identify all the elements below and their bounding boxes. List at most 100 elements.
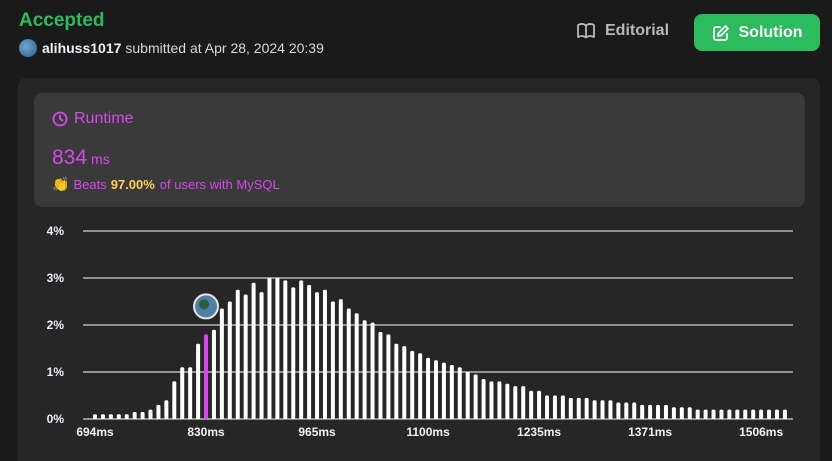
histogram-bar[interactable] (410, 350, 415, 419)
histogram-bar[interactable] (346, 308, 351, 419)
histogram-bar[interactable] (418, 353, 423, 419)
histogram-bar[interactable] (402, 346, 407, 419)
histogram-bar[interactable] (473, 374, 478, 419)
histogram-bar[interactable] (679, 407, 684, 419)
histogram-bar[interactable] (465, 372, 470, 419)
histogram-bar[interactable] (568, 397, 573, 419)
histogram-bar[interactable] (299, 280, 304, 419)
histogram-bar[interactable] (211, 329, 216, 419)
beats-suffix: of users with MySQL (159, 177, 280, 192)
histogram-bar[interactable] (441, 362, 446, 419)
histogram-bar[interactable] (386, 334, 391, 419)
histogram-bar[interactable] (354, 313, 359, 419)
histogram-bar[interactable] (521, 386, 526, 419)
histogram-bar[interactable] (132, 411, 137, 419)
histogram-bar[interactable] (140, 411, 145, 419)
histogram-bar[interactable] (695, 409, 700, 419)
histogram-bar[interactable] (656, 404, 661, 419)
runtime-distribution-chart[interactable]: 0% 1% 2% 3% 4% 694ms 830ms 965ms 1100ms 1235ms 137… (0, 215, 832, 461)
histogram-bar[interactable] (196, 343, 201, 419)
histogram-bar[interactable] (378, 332, 383, 419)
histogram-bar[interactable] (782, 409, 787, 419)
histogram-bar[interactable] (584, 397, 589, 419)
editorial-button[interactable]: Editorial (576, 22, 669, 40)
histogram-bar[interactable] (116, 414, 121, 419)
histogram-bar[interactable] (164, 400, 169, 419)
histogram-bar[interactable] (600, 400, 605, 419)
histogram-bar[interactable] (735, 409, 740, 419)
histogram-bar[interactable] (489, 381, 494, 419)
histogram-bar[interactable] (227, 301, 232, 420)
histogram-bar[interactable] (624, 402, 629, 419)
histogram-bar[interactable] (671, 407, 676, 419)
histogram-bar[interactable] (251, 282, 256, 419)
histogram-bar[interactable] (330, 301, 335, 420)
histogram-bar[interactable] (322, 289, 327, 419)
histogram-bar[interactable] (243, 294, 248, 419)
histogram-bar[interactable] (291, 287, 296, 419)
solution-label: Solution (738, 23, 803, 41)
histogram-bar[interactable] (370, 322, 375, 419)
avatar[interactable] (19, 39, 37, 57)
histogram-bar[interactable] (394, 343, 399, 419)
histogram-bar[interactable] (608, 400, 613, 419)
histogram-bar[interactable] (719, 409, 724, 419)
histogram-bar[interactable] (457, 367, 462, 419)
histogram-bar[interactable] (433, 360, 438, 419)
username-link[interactable]: alihuss1017 (42, 40, 122, 56)
histogram-bar[interactable] (560, 395, 565, 420)
solution-button[interactable]: Solution (694, 14, 820, 51)
histogram-bar[interactable] (283, 280, 288, 419)
histogram-bar[interactable] (156, 404, 161, 419)
histogram-bar[interactable] (703, 409, 708, 419)
histogram-bar[interactable] (552, 395, 557, 420)
histogram-bar[interactable] (767, 409, 772, 419)
histogram-bar[interactable] (481, 379, 486, 419)
histogram-bar[interactable] (188, 367, 193, 419)
histogram-bar[interactable] (616, 402, 621, 419)
histogram-bar[interactable] (235, 289, 240, 419)
histogram-bar[interactable] (338, 299, 343, 419)
histogram-bar[interactable] (148, 409, 153, 419)
histogram-bar[interactable] (711, 409, 716, 419)
histogram-bar[interactable] (449, 364, 454, 419)
histogram-bar[interactable] (100, 414, 105, 419)
histogram-bar[interactable] (497, 381, 502, 419)
submitted-time: submitted at Apr 28, 2024 20:39 (125, 40, 324, 56)
histogram-bar[interactable] (275, 278, 280, 419)
histogram-bar[interactable] (219, 308, 224, 419)
histogram-bar[interactable] (687, 407, 692, 419)
highlight-bar[interactable] (204, 334, 209, 419)
histogram-bar[interactable] (648, 404, 653, 419)
histogram-bar[interactable] (640, 404, 645, 419)
histogram-bar[interactable] (426, 357, 431, 419)
histogram-bar[interactable] (259, 292, 264, 419)
histogram-bar[interactable] (505, 383, 510, 419)
histogram-bar[interactable] (307, 285, 312, 419)
histogram-bar[interactable] (545, 395, 550, 420)
histogram-bar[interactable] (124, 414, 129, 419)
histogram-bar[interactable] (592, 400, 597, 419)
histogram-bar[interactable] (513, 386, 518, 419)
histogram-bar[interactable] (759, 409, 764, 419)
y-tick-label: 4% (47, 224, 65, 238)
histogram-bar[interactable] (362, 320, 367, 419)
runtime-card[interactable] (34, 93, 805, 207)
histogram-bar[interactable] (663, 404, 668, 419)
histogram-bar[interactable] (727, 409, 732, 419)
histogram-bar[interactable] (576, 397, 581, 419)
histogram-bar[interactable] (172, 381, 177, 419)
histogram-bar[interactable] (315, 292, 320, 419)
histogram-bar[interactable] (632, 402, 637, 419)
histogram-bar[interactable] (267, 278, 272, 419)
histogram-bar[interactable] (529, 390, 534, 419)
histogram-bar[interactable] (774, 409, 779, 419)
histogram-bar[interactable] (93, 414, 97, 419)
histogram-bar[interactable] (108, 414, 113, 419)
histogram-bar[interactable] (743, 409, 748, 419)
histogram-bar[interactable] (751, 409, 756, 419)
runtime-value: 834 ms (52, 146, 110, 170)
histogram-bar[interactable] (537, 390, 542, 419)
runtime-unit: ms (91, 151, 110, 167)
histogram-bar[interactable] (180, 367, 185, 419)
